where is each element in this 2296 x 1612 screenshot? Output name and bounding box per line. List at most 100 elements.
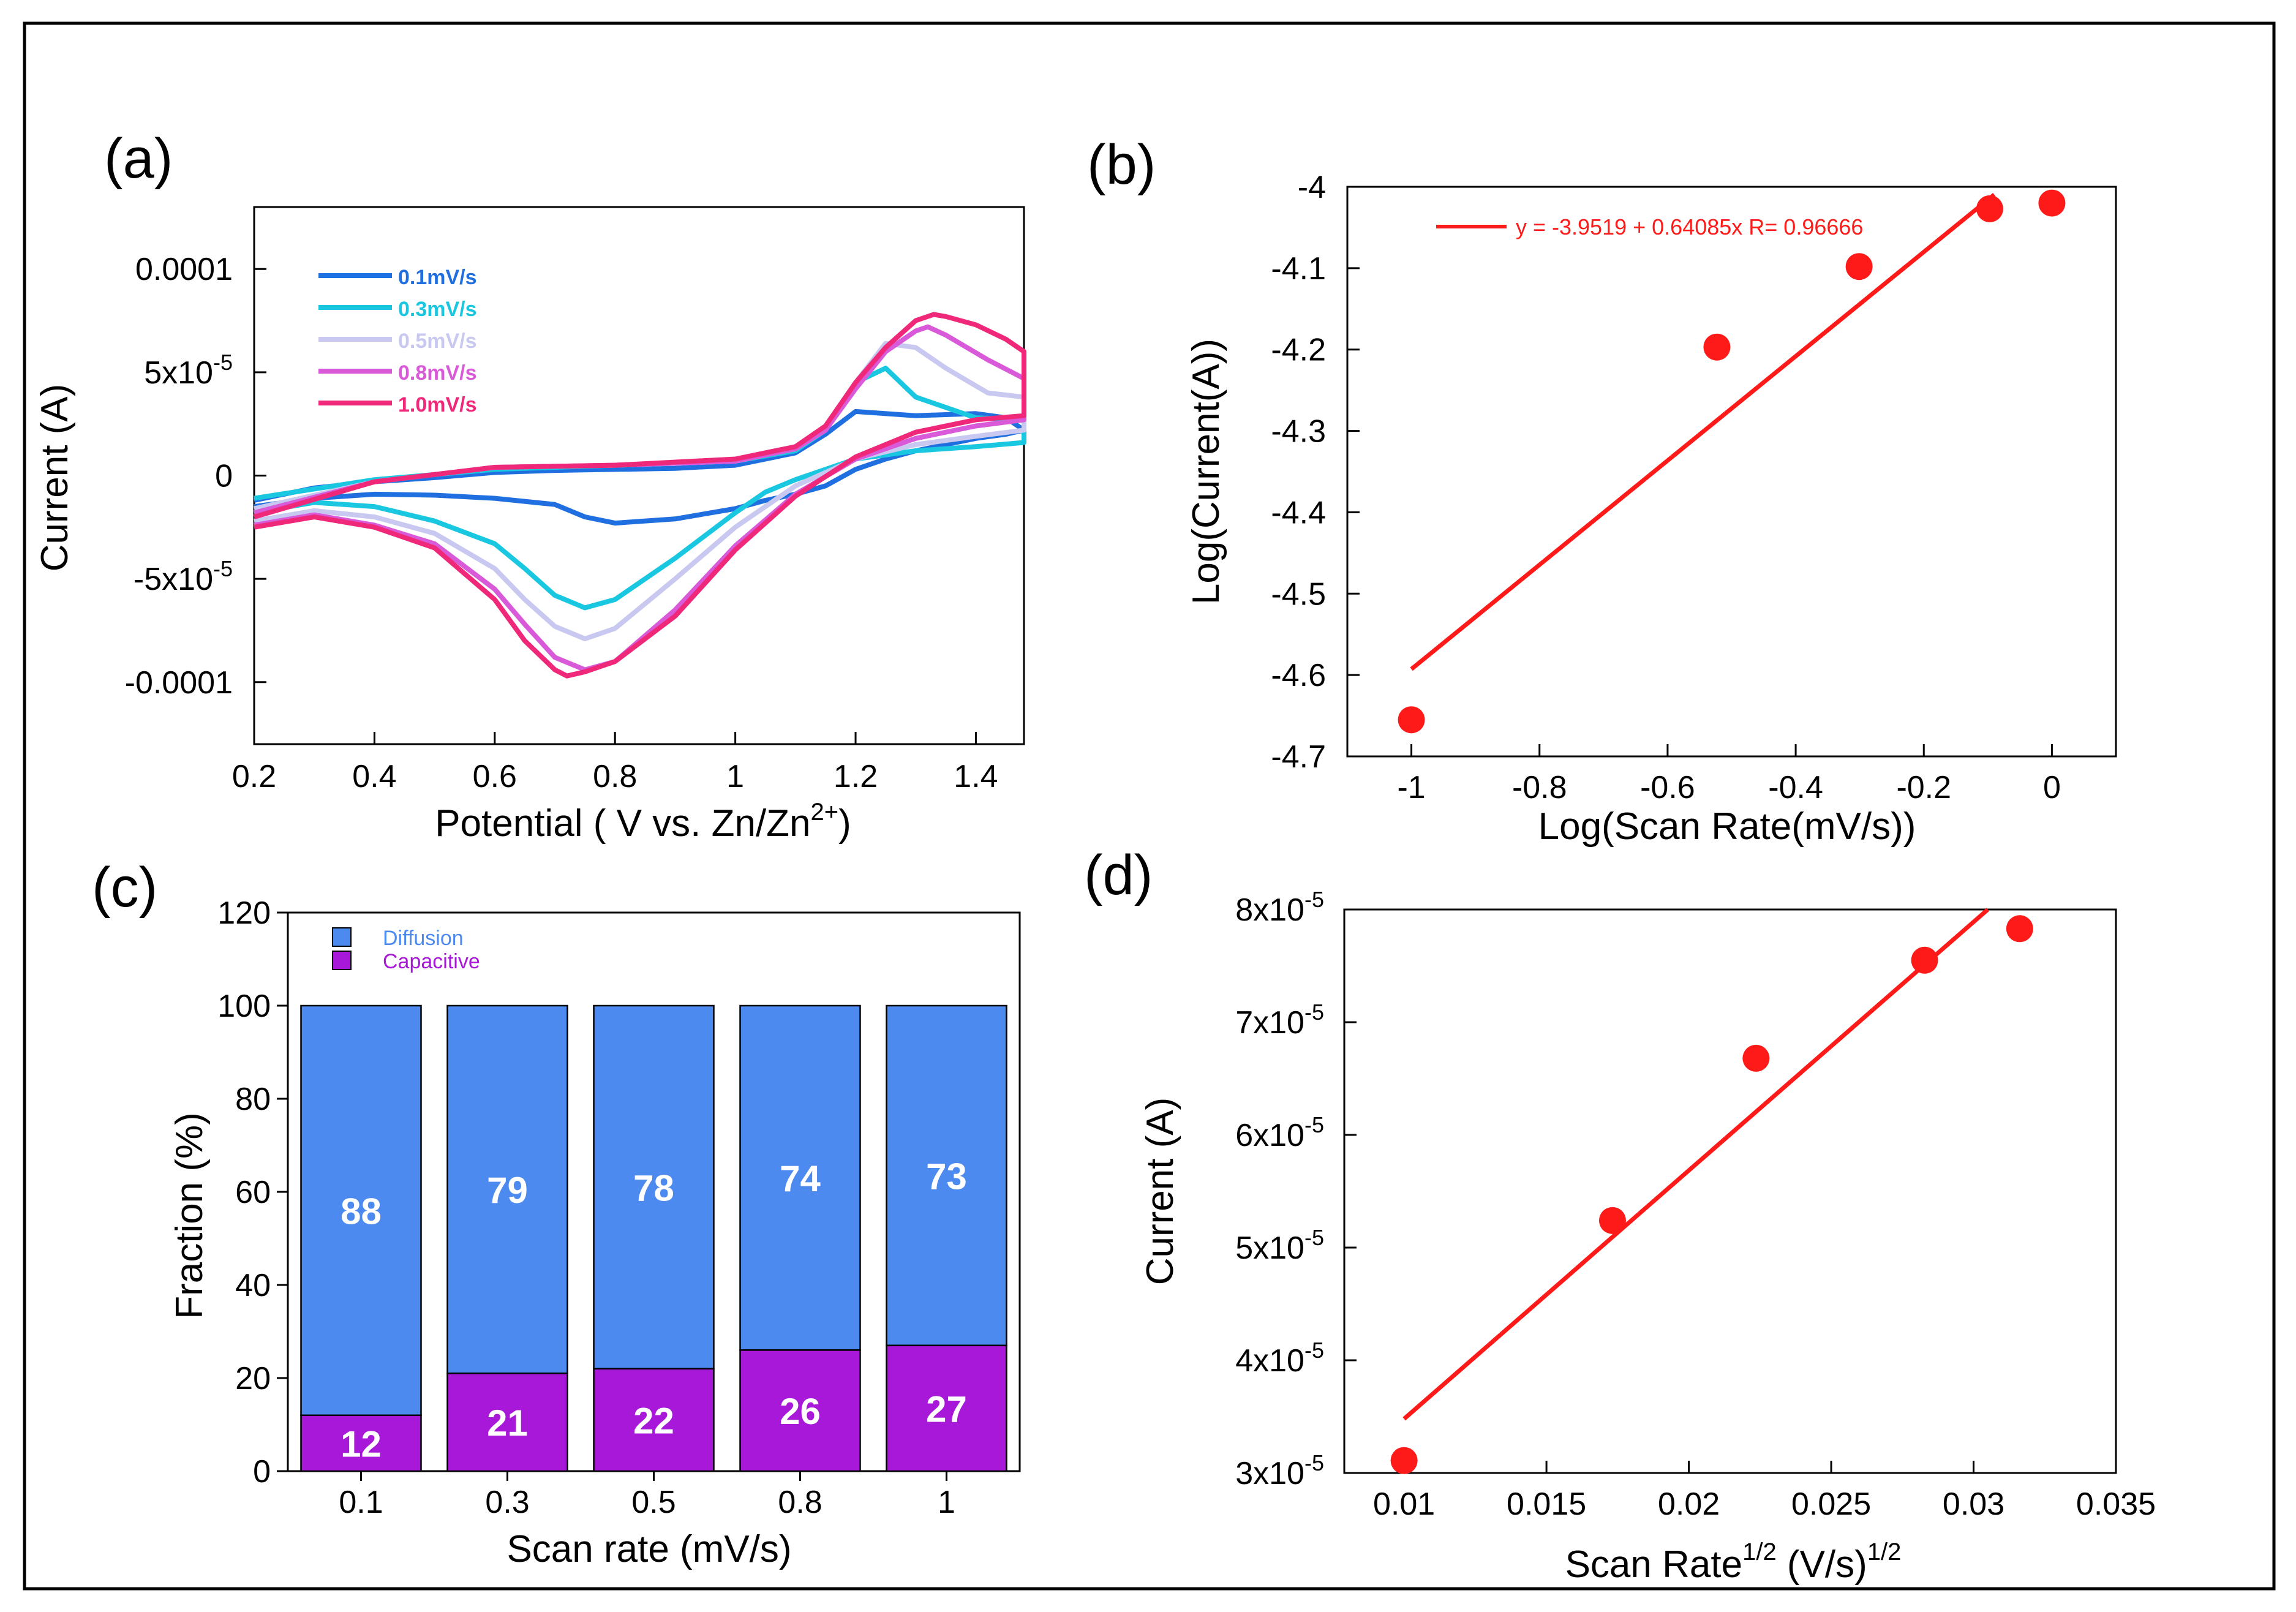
legend-label-c: Capacitive bbox=[383, 950, 480, 973]
panel-b: (b) -1 -0.8 -0.6 -0.4 -0.2 0 -4 -4.1 -4.2 -4.3 -4.… bbox=[1087, 134, 2117, 848]
bar-label-diffusion: 78 bbox=[633, 1167, 674, 1208]
panel-d-label: (d) bbox=[1084, 844, 1153, 906]
panel-b-ylabel: Log(Current(A)) bbox=[1185, 339, 1227, 604]
y-tick-label-a: 5x10-5 bbox=[144, 350, 233, 391]
y-tick-label-a: 0.0001 bbox=[135, 252, 233, 287]
plot-frame-b bbox=[1346, 186, 2117, 758]
x-tick-label-c: 0.5 bbox=[631, 1485, 676, 1520]
x-tick-label-b: 0 bbox=[2043, 770, 2061, 805]
bar-label-diffusion: 79 bbox=[487, 1170, 528, 1211]
data-point-d bbox=[1598, 1207, 1626, 1234]
x-tick-label-d: 0.015 bbox=[1507, 1486, 1586, 1522]
legend-label-a: 0.1mV/s bbox=[398, 266, 477, 289]
panel-d-ylabel: Current (A) bbox=[1139, 1098, 1181, 1286]
x-tick-label-c: 0.3 bbox=[485, 1485, 529, 1520]
bar-diffusion bbox=[446, 1004, 568, 1374]
y-tick-label-b: -4.3 bbox=[1271, 414, 1326, 450]
x-tick-label-b: -0.2 bbox=[1896, 770, 1951, 805]
panel-a-ylabel: Current (A) bbox=[34, 384, 76, 572]
bar-label-capacitive: 26 bbox=[780, 1391, 821, 1432]
data-point-b bbox=[2038, 189, 2066, 217]
y-tick-label-c: 60 bbox=[235, 1175, 271, 1210]
x-tick-label-d: 0.025 bbox=[1791, 1486, 1871, 1522]
y-tick-label-d: 4x10-5 bbox=[1235, 1338, 1324, 1379]
x-tick-label-a: 0.8 bbox=[593, 759, 637, 794]
bar-capacitive bbox=[300, 1414, 422, 1472]
data-point-d bbox=[1911, 946, 1938, 974]
plot-frame-d bbox=[1343, 908, 2117, 1474]
x-tick-label-a: 1.2 bbox=[834, 759, 878, 794]
data-point-d bbox=[2006, 915, 2033, 943]
cv-curve-1.0mV/s bbox=[253, 312, 1026, 679]
y-tick-label-c: 80 bbox=[235, 1082, 271, 1117]
x-tick-label-d: 0.01 bbox=[1373, 1486, 1435, 1522]
figure-border bbox=[23, 21, 2276, 1591]
bar-label-diffusion: 88 bbox=[341, 1191, 382, 1232]
legend-label-a: 1.0mV/s bbox=[398, 393, 477, 416]
y-tick-label-a: 0 bbox=[215, 459, 233, 494]
fit-line-d bbox=[1402, 908, 1990, 1421]
x-tick-label-b: -0.4 bbox=[1768, 770, 1823, 805]
panel-c-xlabel: Scan rate (mV/s) bbox=[506, 1528, 791, 1570]
y-tick-label-a: -5x10-5 bbox=[134, 556, 233, 597]
x-tick-label-c: 0.1 bbox=[339, 1485, 383, 1520]
data-point-b bbox=[1976, 195, 2003, 222]
panel-a-xlabel: Potential ( V vs. Zn/Zn2+) bbox=[435, 799, 851, 845]
panel-c-label: (c) bbox=[92, 856, 157, 919]
y-tick-label-d: 7x10-5 bbox=[1235, 1000, 1324, 1041]
legend-label-a: 0.3mV/s bbox=[398, 298, 477, 321]
x-tick-label-b: -0.8 bbox=[1512, 770, 1567, 805]
bar-label-diffusion: 74 bbox=[780, 1158, 821, 1199]
fit-equation-b: y = -3.9519 + 0.64085x R= 0.96666 bbox=[1516, 214, 1863, 239]
legend-swatch-c bbox=[332, 927, 352, 947]
chart-d: 0.01 0.015 0.02 0.025 0.03 0.035 3x10-5 4x10-5 5… bbox=[1235, 887, 2156, 1522]
y-tick-label-c: 120 bbox=[217, 895, 271, 931]
x-tick-label-d: 0.03 bbox=[1943, 1486, 2004, 1522]
bar-label-capacitive: 27 bbox=[926, 1388, 967, 1429]
x-tick-label-b: -1 bbox=[1397, 770, 1425, 805]
data-point-d bbox=[1390, 1447, 1418, 1474]
panel-b-label: (b) bbox=[1087, 134, 1156, 196]
y-tick-label-b: -4.5 bbox=[1271, 576, 1326, 612]
bar-label-capacitive: 21 bbox=[487, 1403, 528, 1444]
x-tick-label-b: -0.6 bbox=[1640, 770, 1695, 805]
panel-b-xlabel: Log(Scan Rate(mV/s)) bbox=[1538, 805, 1916, 848]
panel-d-xlabel: Scan Rate1/2 (V/s)1/2 bbox=[1565, 1539, 1902, 1586]
bar-diffusion bbox=[300, 1004, 422, 1417]
chart-b: -1 -0.8 -0.6 -0.4 -0.2 0 -4 -4.1 -4.2 -4.3 -4.4 -4.… bbox=[1271, 170, 2117, 805]
data-point-b bbox=[1703, 333, 1731, 361]
y-tick-label-c: 0 bbox=[253, 1454, 271, 1490]
panel-a: (a) 0.2 0.4 0.6 0.8 1 1.2 1.4 0.0001 5x10-5 0 -5x1… bbox=[34, 127, 1026, 845]
x-tick-label-d: 0.035 bbox=[2076, 1486, 2156, 1522]
panel-d: (d) 0.01 0.015 0.02 0.025 0.03 0.035 3x10-5 4x1… bbox=[1084, 844, 2156, 1586]
x-tick-label-a: 0.6 bbox=[473, 759, 517, 794]
chart-c: 0 20 40 60 80 100 120 88 12 0.1 79 21 0.3 78 22 0.5 74 26… bbox=[217, 895, 1021, 1520]
bar-label-capacitive: 22 bbox=[633, 1400, 674, 1441]
x-tick-label-a: 1.4 bbox=[954, 759, 998, 794]
y-tick-label-c: 100 bbox=[217, 989, 271, 1024]
fit-line-b bbox=[1410, 193, 1996, 671]
y-tick-label-b: -4 bbox=[1298, 170, 1326, 205]
chart-a: 0.2 0.4 0.6 0.8 1 1.2 1.4 0.0001 5x10-5 0 -5x10-5 -… bbox=[125, 206, 1026, 794]
y-tick-label-b: -4.7 bbox=[1271, 739, 1326, 775]
y-tick-label-a: -0.0001 bbox=[125, 665, 233, 701]
panel-a-label: (a) bbox=[104, 127, 173, 190]
data-point-d bbox=[1742, 1044, 1770, 1072]
y-tick-label-b: -4.4 bbox=[1271, 495, 1326, 530]
y-tick-label-c: 20 bbox=[235, 1361, 271, 1396]
bar-capacitive bbox=[593, 1368, 715, 1472]
panel-c: (c) 0 20 40 60 80 100 120 88 12 0.1 79 21 0.3 78 22 0.5… bbox=[92, 856, 1021, 1570]
panel-c-ylabel: Fraction (%) bbox=[168, 1112, 211, 1319]
y-tick-label-b: -4.1 bbox=[1271, 251, 1326, 287]
legend-label-a: 0.5mV/s bbox=[398, 330, 477, 353]
y-tick-label-b: -4.2 bbox=[1271, 333, 1326, 368]
x-tick-label-a: 0.2 bbox=[232, 759, 276, 794]
x-tick-label-a: 1 bbox=[726, 759, 744, 794]
legend-swatch-c bbox=[332, 951, 352, 970]
y-tick-label-d: 3x10-5 bbox=[1235, 1450, 1324, 1491]
bar-capacitive bbox=[446, 1373, 568, 1472]
data-point-b bbox=[1845, 253, 1873, 281]
y-tick-label-d: 5x10-5 bbox=[1235, 1225, 1324, 1266]
y-tick-label-c: 40 bbox=[235, 1268, 271, 1303]
